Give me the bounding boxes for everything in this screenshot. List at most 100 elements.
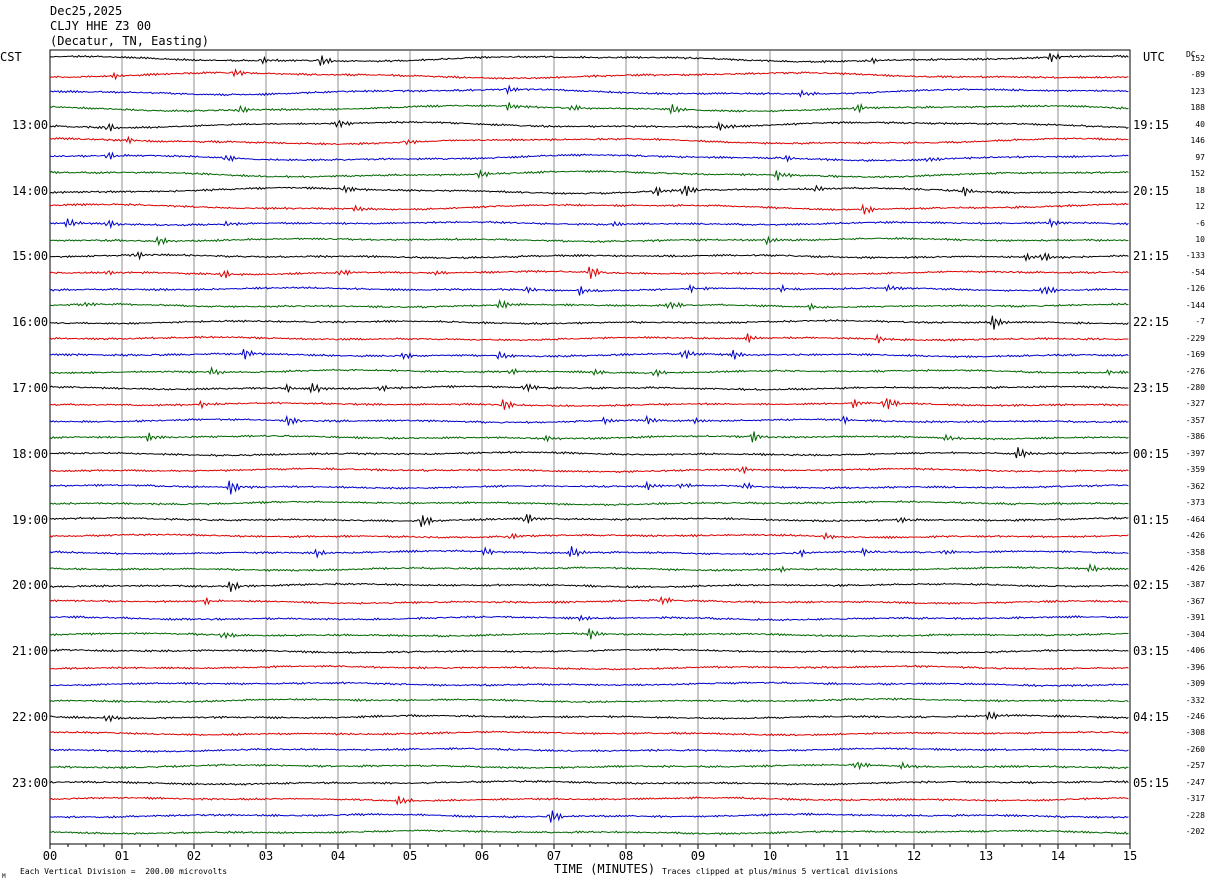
- dc-offset-value: 12: [1195, 202, 1205, 212]
- x-axis-title: TIME (MINUTES): [554, 862, 656, 876]
- left-time-label: 20:00: [12, 578, 49, 593]
- dc-offset-value: -358: [1185, 547, 1205, 557]
- x-tick-label: 09: [691, 849, 705, 863]
- dc-offset-value: -246: [1185, 712, 1205, 721]
- dc-offset-value: -202: [1185, 827, 1205, 837]
- dc-offset-value: -359: [1185, 465, 1205, 475]
- seismic-trace: [49, 235, 1129, 247]
- dc-offset-value: -426: [1185, 531, 1205, 541]
- seismic-trace: [49, 135, 1129, 146]
- x-tick-label: 02: [187, 849, 201, 863]
- dc-offset-value: 10: [1195, 234, 1205, 244]
- seismic-trace: [49, 697, 1129, 704]
- x-tick-label: 08: [619, 849, 633, 863]
- seismic-trace: [49, 151, 1129, 163]
- plot-frame: [49, 49, 1131, 845]
- dc-offset-value: -309: [1185, 679, 1205, 689]
- seismic-trace: [49, 102, 1129, 115]
- left-time-label: 14:00: [12, 183, 49, 198]
- seismic-trace: [49, 810, 1129, 823]
- dc-offset-value: -464: [1185, 514, 1205, 524]
- clip-note: Traces clipped at plus/minus 5 vertical …: [662, 867, 899, 876]
- right-time-label: 05:15: [1133, 775, 1170, 790]
- x-tick-label: 04: [331, 849, 345, 863]
- seismic-trace: [49, 546, 1129, 559]
- left-time-label: 23:00: [12, 775, 49, 790]
- seismic-trace: [49, 283, 1129, 296]
- seismic-trace: [49, 168, 1129, 181]
- right-timezone-label: UTC: [1143, 50, 1165, 64]
- seismic-trace: [49, 315, 1129, 330]
- left-time-label: 19:00: [12, 512, 49, 527]
- dc-offset-value: -396: [1185, 662, 1205, 672]
- x-tick-label: 15: [1123, 849, 1137, 863]
- seismic-trace: [49, 730, 1129, 737]
- x-tick-label: 01: [115, 849, 129, 863]
- seismic-trace: [49, 681, 1129, 688]
- seismic-trace: [49, 398, 1129, 410]
- left-timezone-label: CST: [0, 50, 22, 64]
- seismic-trace: [49, 747, 1129, 753]
- right-time-label: 23:15: [1133, 381, 1170, 395]
- dc-offset-value: -357: [1185, 415, 1205, 425]
- dc-offset-value: -133: [1185, 251, 1205, 261]
- dc-offset-value: -332: [1185, 695, 1205, 705]
- dc-offset-value: -54: [1190, 267, 1205, 277]
- x-tick-label: 10: [763, 849, 777, 863]
- right-time-label: 20:15: [1133, 183, 1170, 198]
- seismic-trace: [49, 664, 1129, 671]
- chart-date: Dec25,2025: [50, 4, 123, 18]
- x-tick-label: 13: [979, 849, 993, 863]
- dc-offset-value: 188: [1190, 103, 1205, 113]
- seismic-trace: [49, 581, 1129, 592]
- left-time-label: 13:00: [12, 117, 49, 132]
- dc-offset-value: 152: [1190, 54, 1205, 63]
- right-time-label: 04:15: [1133, 710, 1170, 724]
- seismic-trace: [49, 119, 1129, 132]
- right-time-label: 01:15: [1133, 512, 1170, 527]
- seismic-trace: [49, 447, 1129, 459]
- dc-offset-value: -308: [1185, 728, 1205, 738]
- x-tick-label: 12: [907, 849, 921, 863]
- seismic-trace: [49, 562, 1129, 574]
- dc-offset-value: -89: [1190, 70, 1205, 80]
- dc-offset-value: -7: [1195, 317, 1205, 327]
- left-time-label: 22:00: [12, 710, 49, 724]
- dc-offset-value: 97: [1195, 152, 1205, 162]
- seismic-trace: [49, 202, 1129, 215]
- dc-offset-value: -229: [1185, 333, 1205, 343]
- seismic-trace: [49, 480, 1129, 495]
- dc-offset-value: 123: [1190, 86, 1205, 96]
- left-time-label: 17:00: [12, 381, 49, 395]
- dc-offset-value: -6: [1195, 218, 1205, 228]
- dc-offset-value: 18: [1195, 185, 1205, 195]
- dc-offset-value: 40: [1195, 119, 1205, 129]
- dc-offset-value: -391: [1185, 613, 1205, 623]
- left-time-label: 15:00: [12, 249, 49, 264]
- corner-mark: M: [2, 873, 6, 880]
- seismic-trace: [49, 431, 1129, 443]
- dc-offset-value: -126: [1185, 284, 1205, 294]
- left-time-label: 16:00: [12, 315, 49, 330]
- dc-offset-value: -257: [1185, 761, 1205, 771]
- seismic-trace: [49, 251, 1129, 263]
- x-tick-label: 11: [835, 849, 849, 863]
- dc-offset-value: -362: [1185, 481, 1205, 491]
- seismic-trace: [49, 68, 1129, 81]
- seismic-trace: [49, 595, 1129, 606]
- dc-offset-value: -276: [1185, 366, 1205, 376]
- seismic-trace: [49, 298, 1129, 312]
- dc-offset-value: -144: [1185, 300, 1205, 310]
- x-tick-label: 05: [403, 849, 417, 863]
- dc-offset-value: -386: [1185, 432, 1205, 442]
- seismic-trace: [49, 779, 1129, 786]
- dc-offset-value: 152: [1190, 169, 1205, 179]
- dc-offset-value: -373: [1185, 498, 1205, 508]
- left-time-label: 18:00: [12, 446, 49, 461]
- dc-offset-value: -387: [1185, 580, 1205, 590]
- seismic-trace: [49, 711, 1129, 723]
- x-tick-label: 06: [475, 849, 489, 863]
- seismic-trace: [49, 382, 1129, 394]
- station-location: (Decatur, TN, Easting): [50, 34, 209, 48]
- right-time-label: 19:15: [1133, 117, 1170, 132]
